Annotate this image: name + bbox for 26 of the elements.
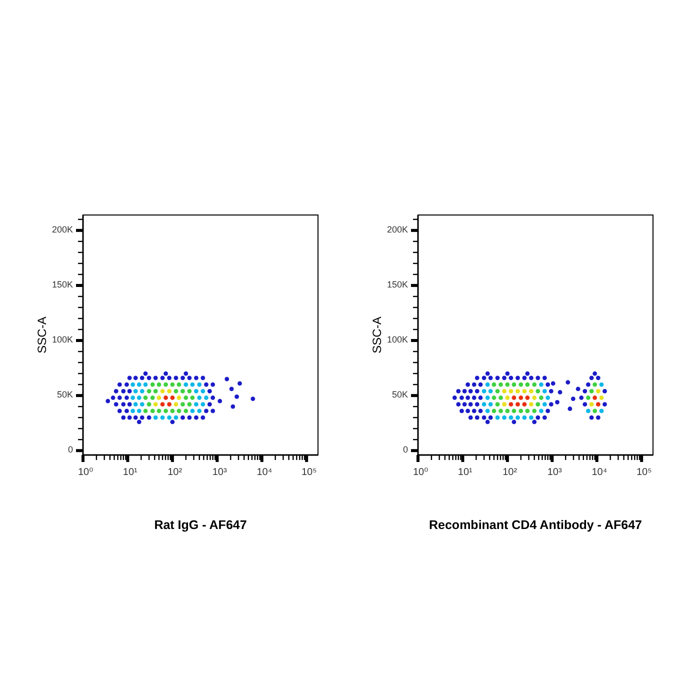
y-tick-label: 150K: [52, 280, 73, 290]
y-tick-label: 100K: [52, 334, 73, 345]
x-axis-title: Rat IgG - AF647: [154, 518, 247, 532]
x-tick-label: 10¹: [458, 467, 474, 478]
y-tick-label: 50K: [392, 390, 408, 400]
x-tick-label: 10¹: [122, 467, 138, 478]
x-axis-title: Recombinant CD4 Antibody - AF647: [429, 518, 642, 532]
x-tick-label: 10⁴: [592, 467, 608, 478]
y-axis-title: SSC-A: [370, 316, 384, 354]
x-tick-label: 10⁰: [412, 467, 428, 478]
y-tick-label: 50K: [56, 390, 73, 400]
y-tick-label: 150K: [386, 280, 408, 290]
y-tick-label: 200K: [52, 224, 73, 235]
x-tick-label: 10³: [547, 467, 562, 478]
y-tick-label: 0: [402, 444, 408, 455]
y-tick-label: 0: [68, 444, 73, 455]
y-tick-label: 100K: [386, 334, 408, 345]
x-tick-label: 10⁵: [636, 467, 652, 478]
x-tick-label: 10²: [502, 467, 518, 478]
x-tick-label: 10⁰: [78, 467, 94, 478]
y-axis-title: SSC-A: [35, 316, 50, 354]
y-tick-label: 200K: [386, 224, 408, 235]
x-tick-label: 10⁴: [256, 467, 272, 478]
x-tick-label: 10²: [168, 467, 183, 478]
x-tick-label: 10³: [212, 467, 228, 478]
x-tick-label: 10⁵: [301, 467, 317, 478]
